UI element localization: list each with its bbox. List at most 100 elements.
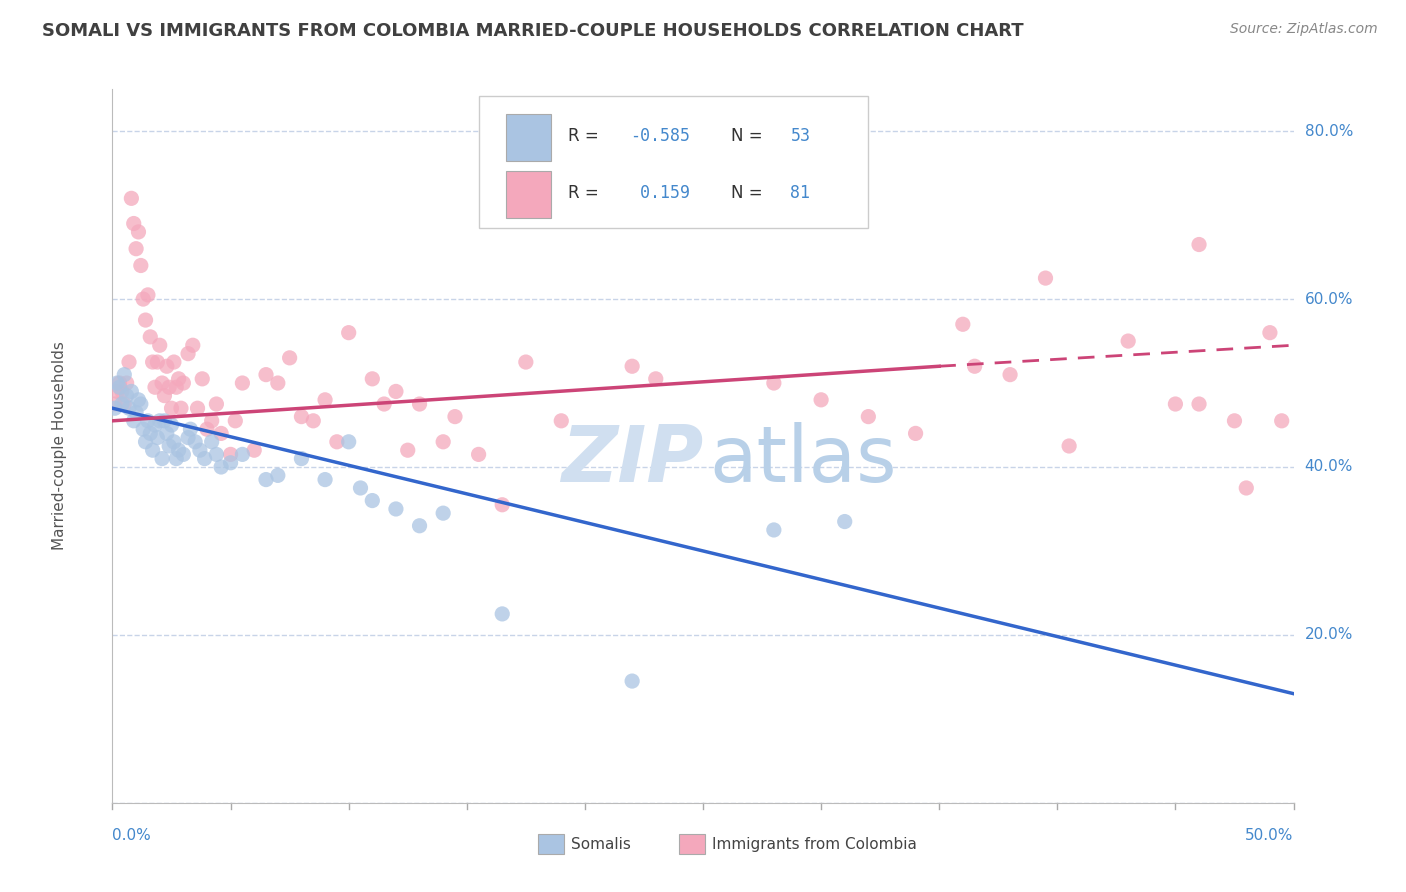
Point: [201, 414, 224, 428]
Point: [1188, 237, 1211, 252]
Point: [104, 401, 127, 416]
Point: [150, 451, 173, 466]
Point: [467, 447, 489, 461]
FancyBboxPatch shape: [537, 834, 564, 855]
Point: [146, 355, 169, 369]
Text: Immigrants from Colombia: Immigrants from Colombia: [713, 837, 917, 852]
Point: [491, 607, 513, 621]
Point: [115, 389, 138, 403]
Point: [373, 397, 395, 411]
Point: [156, 359, 179, 374]
Point: [385, 502, 408, 516]
FancyBboxPatch shape: [478, 96, 869, 228]
Point: [167, 443, 190, 458]
Text: 60.0%: 60.0%: [1305, 292, 1353, 307]
Point: [115, 376, 138, 390]
Point: [621, 359, 644, 374]
Point: [209, 460, 232, 475]
Point: [491, 498, 513, 512]
Point: [127, 392, 149, 407]
Point: [108, 376, 131, 390]
FancyBboxPatch shape: [679, 834, 706, 855]
Point: [132, 292, 155, 306]
Point: [1035, 271, 1057, 285]
Text: ZIP: ZIP: [561, 422, 703, 499]
Point: [201, 434, 224, 449]
Point: [209, 426, 232, 441]
FancyBboxPatch shape: [506, 171, 551, 218]
Point: [135, 313, 157, 327]
Point: [1223, 414, 1246, 428]
Point: [129, 259, 152, 273]
Point: [254, 368, 277, 382]
Point: [149, 414, 172, 428]
Point: [267, 376, 290, 390]
Point: [104, 397, 127, 411]
Point: [150, 376, 173, 390]
Point: [118, 355, 141, 369]
Point: [129, 397, 152, 411]
Point: [139, 426, 162, 441]
Point: [160, 417, 183, 432]
Point: [361, 493, 384, 508]
Point: [195, 422, 218, 436]
Point: [108, 380, 131, 394]
Text: 50.0%: 50.0%: [1246, 828, 1294, 843]
Point: [858, 409, 880, 424]
Text: Somalis: Somalis: [571, 837, 631, 852]
Point: [149, 338, 172, 352]
Point: [163, 434, 186, 449]
Point: [136, 414, 159, 428]
Point: [810, 392, 832, 407]
Point: [998, 368, 1021, 382]
FancyBboxPatch shape: [506, 114, 551, 161]
Point: [125, 405, 148, 419]
Point: [181, 338, 204, 352]
Point: [621, 674, 644, 689]
Point: [219, 456, 242, 470]
Point: [112, 397, 135, 411]
Text: R =: R =: [568, 184, 605, 202]
Point: [1116, 334, 1139, 348]
Point: [157, 380, 180, 394]
Point: [1234, 481, 1257, 495]
Text: 20.0%: 20.0%: [1305, 627, 1353, 642]
Text: -0.585: -0.585: [630, 127, 690, 145]
Point: [243, 443, 266, 458]
Point: [254, 473, 277, 487]
Point: [139, 330, 162, 344]
Point: [314, 392, 336, 407]
Text: 40.0%: 40.0%: [1305, 459, 1353, 475]
Point: [153, 389, 176, 403]
Point: [278, 351, 301, 365]
Point: [432, 506, 454, 520]
Point: [550, 414, 572, 428]
Point: [349, 481, 371, 495]
Point: [179, 422, 201, 436]
Point: [160, 401, 183, 416]
Point: [314, 473, 336, 487]
Point: [127, 225, 149, 239]
Point: [644, 372, 666, 386]
Point: [146, 431, 169, 445]
Point: [184, 434, 207, 449]
Text: atlas: atlas: [709, 422, 897, 499]
Point: [205, 397, 228, 411]
Text: 80.0%: 80.0%: [1305, 124, 1353, 138]
Point: [165, 380, 187, 394]
Point: [172, 376, 194, 390]
Point: [224, 414, 246, 428]
Point: [1258, 326, 1281, 340]
Point: [1057, 439, 1080, 453]
Point: [963, 359, 986, 374]
Point: [122, 217, 145, 231]
Point: [142, 355, 165, 369]
Point: [396, 443, 419, 458]
Text: Source: ZipAtlas.com: Source: ZipAtlas.com: [1230, 22, 1378, 37]
Point: [762, 376, 785, 390]
Text: 0.159: 0.159: [630, 184, 690, 202]
Point: [143, 417, 166, 432]
Text: N =: N =: [731, 127, 768, 145]
Text: 53: 53: [790, 127, 810, 145]
Point: [143, 380, 166, 394]
